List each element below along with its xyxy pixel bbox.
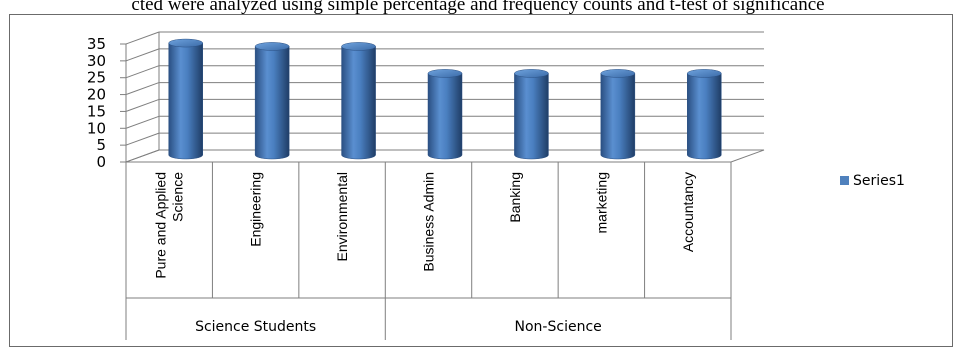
- bar: [687, 73, 722, 160]
- bar-top: [427, 69, 463, 78]
- y-tick-label: 10: [87, 119, 106, 137]
- legend-swatch: [840, 176, 849, 185]
- floor-plane: [125, 149, 765, 163]
- x-tick-label: Banking: [507, 172, 523, 223]
- bar: [254, 46, 290, 160]
- gridline-depth: [125, 115, 160, 129]
- y-tick-label: 0: [96, 153, 106, 171]
- y-tick-label: 5: [96, 136, 106, 154]
- bar-top: [168, 38, 203, 48]
- category-axis: Science Students Non-Science Pure and Appl…: [125, 162, 732, 340]
- x-tick-label: Accountancy: [680, 172, 696, 252]
- y-tick-label: 30: [87, 52, 106, 70]
- legend-label: Series1: [853, 173, 905, 189]
- bar-series: [168, 38, 722, 160]
- gridline-depth: [125, 65, 160, 79]
- bar: [341, 46, 376, 160]
- gridline-depth: [125, 132, 160, 146]
- bar-top: [600, 69, 636, 78]
- gridline-depth: [125, 31, 160, 45]
- y-tick-label: 25: [87, 69, 106, 87]
- x-tick-label: Engineering: [248, 172, 264, 247]
- y-tick-label: 20: [87, 86, 106, 104]
- x-tick-label: marketing: [593, 172, 609, 233]
- legend: Series1: [840, 173, 905, 189]
- bar: [168, 42, 203, 160]
- group-label: Science Students: [195, 319, 316, 335]
- bar-top: [254, 42, 290, 51]
- bar-top: [687, 69, 722, 78]
- caption-text: cted were analyzed using simple percenta…: [131, 0, 825, 15]
- chart-floor: [125, 149, 765, 163]
- bar: [427, 73, 463, 160]
- gridline-depth: [125, 48, 160, 62]
- y-tick-label: 15: [87, 102, 106, 120]
- x-tick-label: Science: [170, 172, 186, 222]
- chart-frame: [9, 14, 953, 347]
- bar-top: [341, 42, 376, 51]
- gridline-depth: [125, 98, 160, 112]
- x-tick-label: Business Admin: [421, 172, 437, 272]
- x-tick-label: Environmental: [334, 172, 350, 262]
- y-tick-label: 35: [87, 35, 106, 53]
- bar: [600, 73, 636, 160]
- x-tick-label: Pure and Applied: [153, 172, 169, 279]
- bar: [514, 73, 549, 160]
- group-label: Non-Science: [515, 319, 602, 335]
- gridline-depth: [125, 82, 160, 96]
- bar-top: [514, 69, 549, 78]
